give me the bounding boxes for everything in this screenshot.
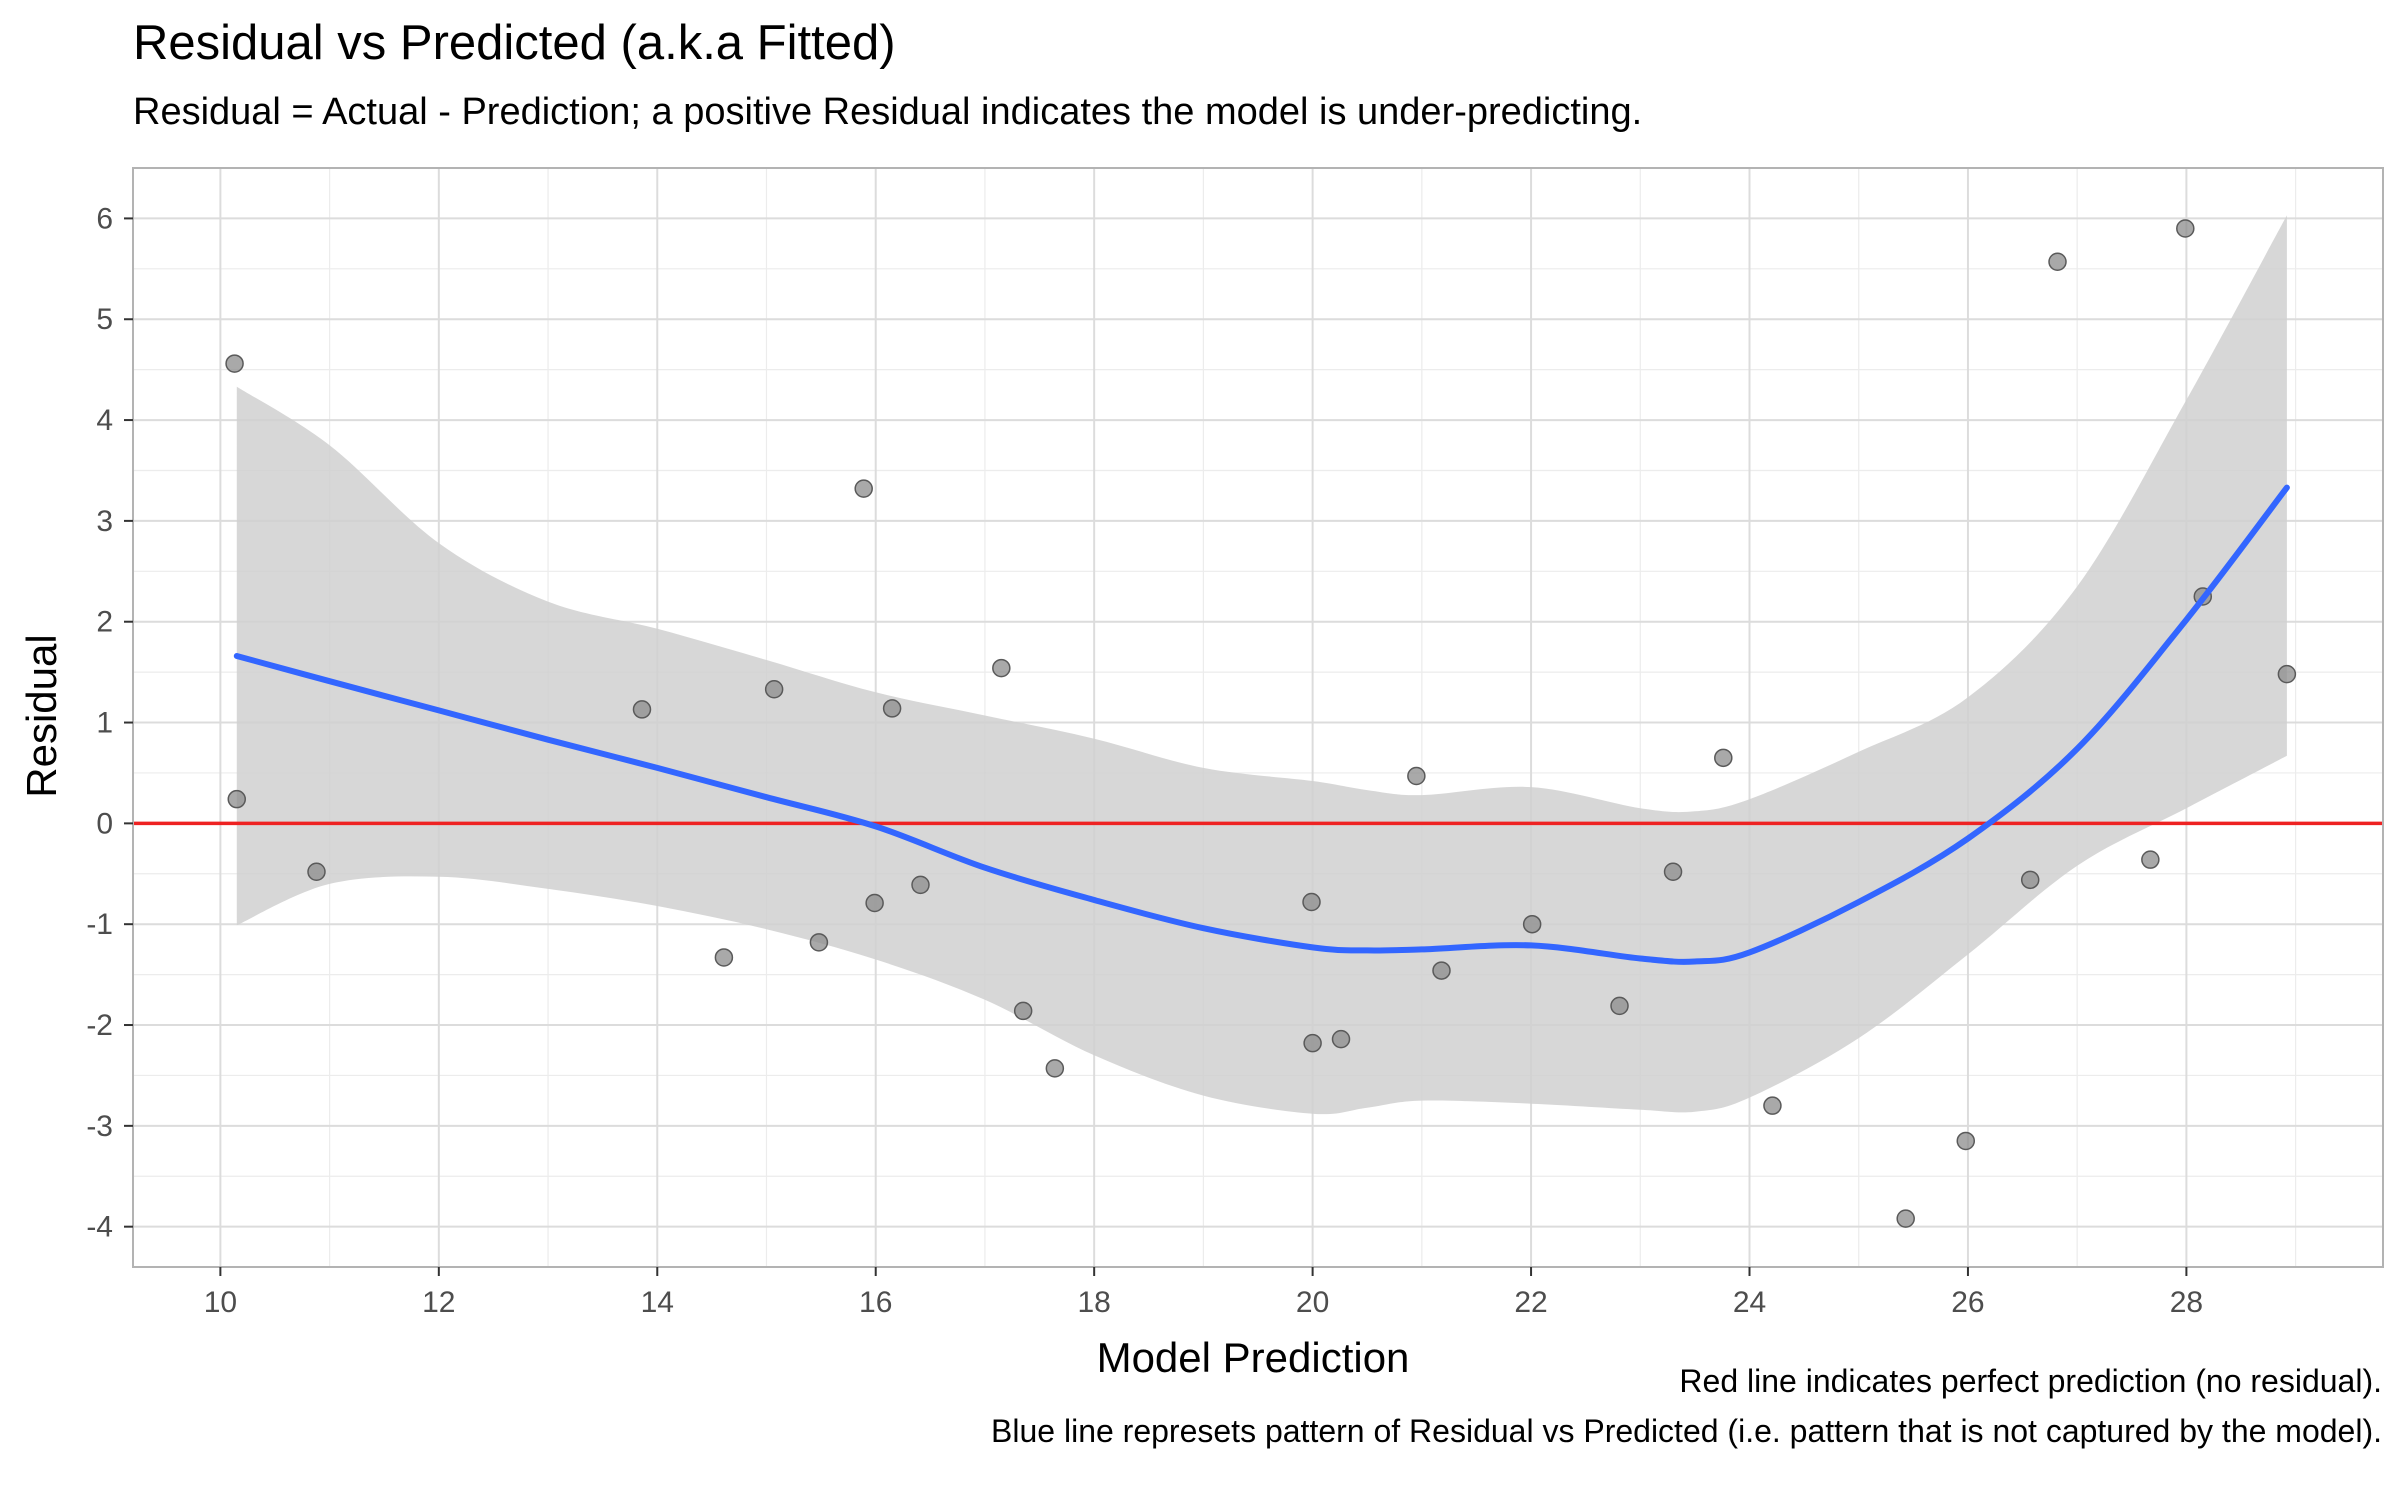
data-point xyxy=(307,862,326,882)
y-tick-label: 1 xyxy=(96,707,113,740)
data-point xyxy=(1331,1029,1351,1049)
data-point xyxy=(1303,1033,1322,1053)
data-point xyxy=(809,933,829,952)
data-point xyxy=(1714,748,1733,768)
data-point xyxy=(865,893,884,913)
chart-title: Residual vs Predicted (a.k.a Fitted) xyxy=(133,16,896,70)
data-point xyxy=(2020,870,2040,890)
x-tick-label: 22 xyxy=(1514,1286,1547,1319)
data-point xyxy=(1956,1131,1976,1151)
x-tick-label: 18 xyxy=(1077,1286,1110,1319)
x-tick-label: 16 xyxy=(859,1286,892,1319)
x-axis-title: Model Prediction xyxy=(1097,1334,1410,1381)
data-point xyxy=(1045,1059,1065,1078)
chart-subtitle: Residual = Actual - Prediction; a positi… xyxy=(133,91,1643,133)
data-point xyxy=(882,699,902,718)
y-axis-title: Residual xyxy=(18,634,65,797)
y-tick-label: -3 xyxy=(86,1110,113,1143)
y-tick-label: 2 xyxy=(96,606,113,639)
y-tick-label: 3 xyxy=(96,505,113,538)
x-tick-label: 26 xyxy=(1951,1286,1984,1319)
y-tick-label: 0 xyxy=(96,807,113,840)
x-tick-label: 28 xyxy=(2170,1286,2203,1319)
y-tick-label: 4 xyxy=(96,404,113,437)
confidence-ribbon xyxy=(236,215,2287,1115)
data-point xyxy=(1663,862,1683,882)
y-tick-label: -4 xyxy=(86,1211,113,1244)
data-point xyxy=(225,354,244,373)
caption-line-2: Blue line represets pattern of Residual … xyxy=(991,1413,2382,1449)
x-tick-label: 14 xyxy=(641,1286,674,1319)
data-point xyxy=(1432,961,1451,980)
data-point xyxy=(1013,1001,1033,1021)
caption-line-1: Red line indicates perfect prediction (n… xyxy=(1679,1363,2382,1399)
data-point xyxy=(2141,850,2160,869)
data-point xyxy=(1302,892,1321,912)
data-point xyxy=(632,700,652,719)
data-point xyxy=(1522,914,1542,934)
data-point xyxy=(764,680,784,699)
data-point xyxy=(2048,252,2067,272)
data-point xyxy=(992,658,1011,678)
data-point xyxy=(911,875,930,895)
x-tick-label: 12 xyxy=(422,1286,455,1319)
data-point xyxy=(714,948,734,967)
smooth-trend-line xyxy=(233,484,2290,965)
y-tick-label: 6 xyxy=(96,202,113,235)
data-point xyxy=(227,789,247,809)
x-tick-label: 10 xyxy=(204,1286,237,1319)
data-point xyxy=(1407,766,1426,786)
y-tick-label: -1 xyxy=(86,908,113,941)
x-axis-ticks: 10 12 14 16 18 20 22 24 26 28 xyxy=(204,1267,2203,1319)
data-point xyxy=(1896,1209,1915,1228)
y-axis-ticks: -4 -3 -2 -1 0 1 2 3 4 5 6 xyxy=(86,202,133,1244)
data-point xyxy=(854,479,873,498)
y-tick-label: -2 xyxy=(86,1009,113,1042)
data-point xyxy=(2277,664,2297,684)
panel-border xyxy=(132,167,2384,1268)
y-tick-label: 5 xyxy=(96,303,113,336)
data-point xyxy=(1610,996,1629,1016)
scatter-points xyxy=(225,219,2297,1228)
data-point xyxy=(1763,1096,1782,1115)
x-tick-label: 24 xyxy=(1733,1286,1766,1319)
x-tick-label: 20 xyxy=(1296,1286,1329,1319)
data-point xyxy=(2176,219,2195,238)
